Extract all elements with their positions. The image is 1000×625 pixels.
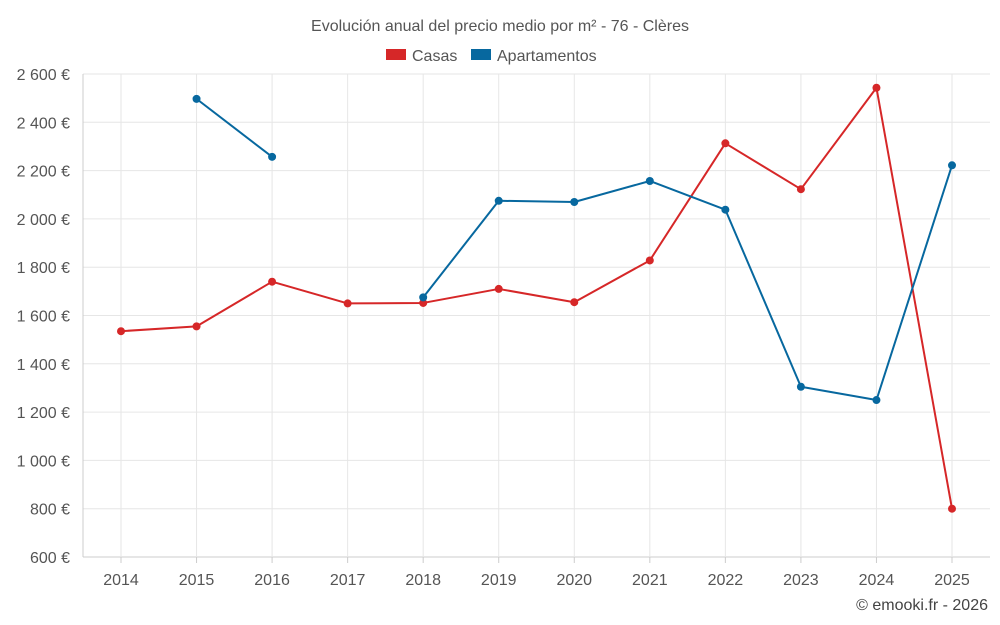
data-point-apartamentos-2020[interactable] — [570, 197, 579, 206]
x-tick-label: 2024 — [859, 572, 895, 589]
data-point-apartamentos-2019[interactable] — [494, 196, 503, 205]
x-tick-label: 2015 — [179, 572, 215, 589]
y-tick-label: 1 400 € — [17, 357, 70, 374]
x-axis: 2014 2015 2016 2017 2018 2019 2020 2021 2022 2023… — [103, 557, 970, 589]
gridlines — [82, 73, 990, 558]
x-tick-label: 2016 — [254, 572, 290, 589]
x-tick-label: 2019 — [481, 572, 517, 589]
legend-swatch-apartamentos — [471, 49, 491, 60]
legend-swatch-casas — [386, 49, 406, 60]
data-point-casas-2025[interactable] — [948, 504, 956, 513]
legend-item-casas[interactable]: Casas — [386, 48, 457, 65]
data-point-apartamentos-2025[interactable] — [948, 161, 956, 170]
credit-text: © emooki.fr - 2026 — [856, 597, 988, 614]
y-tick-label: 1 600 € — [17, 309, 70, 326]
series-line-casas — [120, 86, 953, 509]
legend-label-apartamentos: Apartamentos — [497, 48, 597, 65]
legend: Casas Apartamentos — [386, 48, 597, 65]
x-tick-label: 2020 — [556, 572, 592, 589]
data-point-casas-2016[interactable] — [268, 277, 277, 286]
data-point-casas-2018[interactable] — [419, 298, 428, 307]
data-point-casas-2014[interactable] — [117, 327, 125, 336]
legend-item-apartamentos[interactable]: Apartamentos — [471, 48, 597, 65]
x-tick-label: 2018 — [405, 572, 441, 589]
legend-label-casas: Casas — [412, 48, 457, 65]
y-tick-label: 600 € — [30, 550, 70, 567]
data-point-casas-2017[interactable] — [343, 299, 352, 308]
series-line-apartamentos — [195, 98, 273, 158]
data-point-apartamentos-2016[interactable] — [268, 152, 277, 161]
series-casas — [117, 83, 956, 513]
y-tick-label: 2 000 € — [17, 212, 70, 229]
data-point-casas-2023[interactable] — [796, 185, 805, 194]
x-tick-label: 2017 — [330, 572, 366, 589]
y-axis: 600 € 800 € 1 000 € 1 200 € 1 400 € 1 600 € 1 … — [17, 67, 70, 567]
y-tick-label: 800 € — [30, 502, 70, 519]
data-point-casas-2024[interactable] — [872, 83, 881, 92]
series-apartamentos — [192, 94, 956, 405]
series-group — [117, 83, 956, 513]
data-point-apartamentos-2021[interactable] — [645, 176, 654, 185]
data-point-apartamentos-2023[interactable] — [796, 382, 805, 391]
y-tick-label: 1 200 € — [17, 405, 70, 422]
data-point-casas-2015[interactable] — [192, 322, 201, 331]
y-tick-label: 2 400 € — [17, 115, 70, 132]
y-tick-label: 1 000 € — [17, 453, 70, 470]
data-point-casas-2021[interactable] — [645, 256, 654, 265]
data-point-casas-2020[interactable] — [570, 298, 579, 307]
data-point-apartamentos-2018[interactable] — [419, 293, 428, 302]
y-tick-label: 2 200 € — [17, 164, 70, 181]
x-tick-label: 2023 — [783, 572, 819, 589]
data-point-apartamentos-2015[interactable] — [192, 94, 201, 103]
x-tick-label: 2025 — [934, 572, 970, 589]
series-line-apartamentos — [422, 164, 953, 402]
data-point-apartamentos-2022[interactable] — [721, 205, 730, 214]
y-tick-label: 2 600 € — [17, 67, 70, 84]
data-point-casas-2019[interactable] — [494, 284, 503, 293]
x-tick-label: 2014 — [103, 572, 139, 589]
chart-title: Evolución anual del precio medio por m² … — [311, 18, 689, 35]
x-tick-label: 2021 — [632, 572, 668, 589]
data-point-apartamentos-2024[interactable] — [872, 396, 881, 405]
data-point-casas-2022[interactable] — [721, 139, 730, 148]
y-tick-label: 1 800 € — [17, 260, 70, 277]
x-tick-label: 2022 — [708, 572, 744, 589]
